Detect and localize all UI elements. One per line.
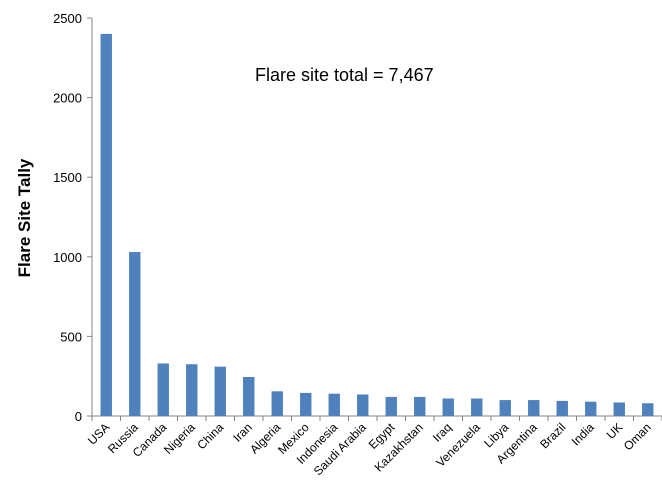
flare-total-annotation: Flare site total = 7,467 [255, 65, 434, 85]
bar-uk [613, 402, 625, 416]
y-tick-label: 1000 [53, 250, 82, 265]
bars [100, 33, 654, 417]
category-label: Oman [621, 420, 654, 453]
bar-nigeria [186, 364, 198, 416]
bar-venezuela [471, 398, 483, 416]
y-tick-label: 500 [60, 329, 82, 344]
bar-egypt [385, 396, 397, 416]
y-axis-title: Flare Site Tally [15, 158, 34, 277]
bar-algeria [271, 391, 283, 416]
bar-mexico [300, 392, 312, 416]
y-tick-label: 2500 [53, 11, 82, 26]
bar-libya [499, 400, 511, 416]
y-tick-label: 2000 [53, 91, 82, 106]
bar-india [585, 401, 597, 416]
bar-brazil [556, 400, 568, 416]
bar-argentina [528, 400, 540, 416]
y-tick-label: 0 [75, 409, 82, 424]
bar-canada [157, 363, 169, 416]
bar-iran [243, 376, 255, 416]
bar-indonesia [328, 393, 340, 416]
category-label: Iraq [430, 420, 455, 445]
bar-kazakhstan [414, 396, 426, 416]
category-label: UK [604, 420, 626, 442]
bar-russia [129, 252, 141, 416]
category-label: Nigeria [161, 420, 198, 457]
bar-oman [642, 403, 654, 416]
bar-saudi-arabia [357, 394, 369, 416]
category-label: India [569, 420, 598, 449]
bar-usa [100, 33, 112, 417]
category-label: China [194, 420, 226, 452]
category-label: Iran [230, 420, 255, 445]
bar-iraq [442, 398, 454, 416]
bar-china [214, 366, 226, 416]
y-tick-label: 1500 [53, 170, 82, 185]
category-label: Brazil [537, 420, 568, 451]
y-tick-labels: 0 500 1000 1500 2000 2500 [53, 11, 82, 424]
